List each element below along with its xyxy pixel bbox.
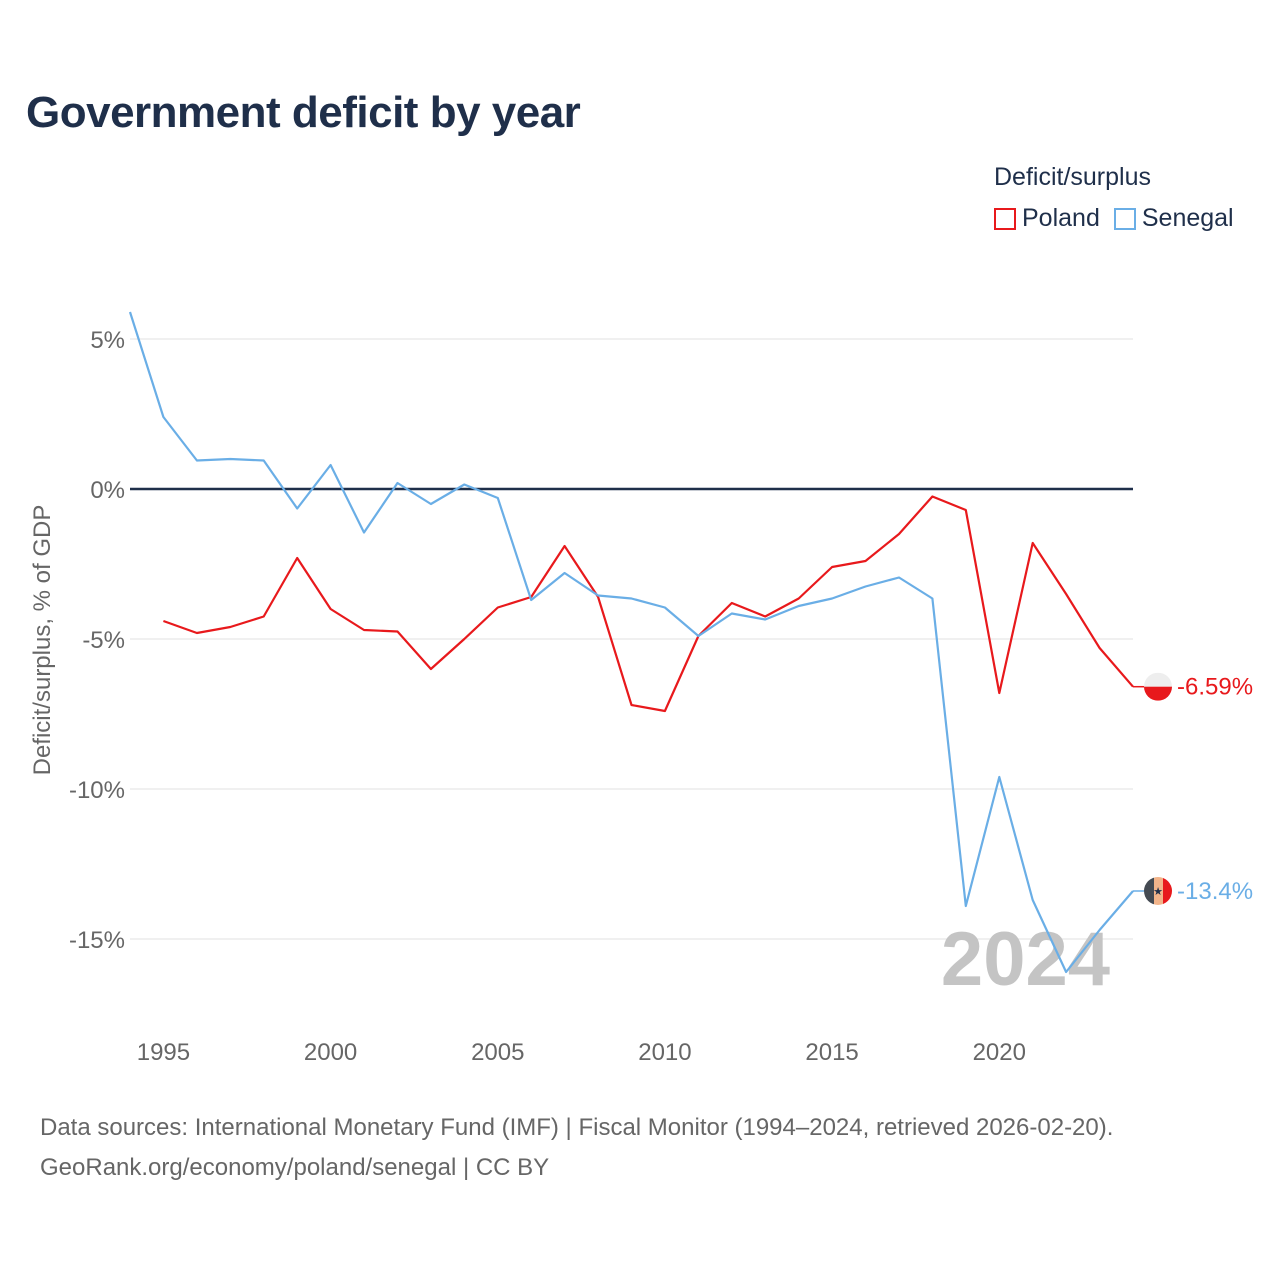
data-point-senegal xyxy=(762,617,768,623)
data-point-senegal xyxy=(929,596,935,602)
data-point-senegal xyxy=(1130,888,1136,894)
x-tick-label: 2000 xyxy=(304,1039,357,1066)
legend-title: Deficit/surplus xyxy=(994,163,1151,191)
data-point-poland xyxy=(394,629,400,635)
data-point-poland xyxy=(695,633,701,639)
legend: Poland Senegal xyxy=(994,204,1234,233)
data-point-poland xyxy=(1097,645,1103,651)
data-point-senegal xyxy=(461,482,467,488)
data-point-senegal xyxy=(194,458,200,464)
data-point-poland xyxy=(996,690,1002,696)
data-point-senegal xyxy=(896,575,902,581)
data-point-poland xyxy=(829,564,835,570)
data-point-poland xyxy=(729,600,735,606)
flag-badge-senegal: ★ xyxy=(1144,877,1172,905)
data-point-senegal xyxy=(562,570,568,576)
data-point-poland xyxy=(562,543,568,549)
y-tick-label: -10% xyxy=(69,777,125,804)
y-tick-label: -15% xyxy=(69,927,125,954)
flag-badge-poland xyxy=(1144,672,1172,701)
data-point-poland xyxy=(461,636,467,642)
chart-title: Government deficit by year xyxy=(26,88,581,137)
data-point-poland xyxy=(863,558,869,564)
data-point-senegal xyxy=(662,605,668,611)
data-point-poland xyxy=(261,614,267,620)
y-axis-label: Deficit/surplus, % of GDP xyxy=(29,505,56,776)
data-point-senegal xyxy=(495,495,501,501)
x-tick-label: 2005 xyxy=(471,1039,524,1066)
data-point-senegal xyxy=(261,458,267,464)
data-point-senegal xyxy=(428,501,434,507)
legend-item-senegal[interactable]: Senegal xyxy=(1113,204,1234,233)
end-value-label-senegal: -13.4% xyxy=(1177,878,1253,905)
y-tick-label: 0% xyxy=(90,477,125,504)
legend-swatch-senegal xyxy=(1113,207,1136,230)
data-point-poland xyxy=(963,507,969,513)
data-point-senegal xyxy=(1063,969,1069,975)
data-point-poland xyxy=(428,666,434,672)
data-point-senegal xyxy=(127,309,133,315)
data-point-poland xyxy=(662,708,668,714)
end-value-label-poland: -6.59% xyxy=(1177,674,1253,701)
data-point-poland xyxy=(194,630,200,636)
data-point-senegal xyxy=(328,462,334,468)
data-point-senegal xyxy=(796,603,802,609)
data-point-poland xyxy=(528,594,534,600)
data-point-poland xyxy=(160,618,166,624)
legend-label-senegal: Senegal xyxy=(1141,204,1234,232)
data-point-poland xyxy=(495,605,501,611)
data-point-poland xyxy=(1063,591,1069,597)
data-point-senegal xyxy=(729,611,735,617)
data-point-poland xyxy=(929,494,935,500)
data-point-poland xyxy=(796,596,802,602)
data-point-poland xyxy=(1130,684,1136,690)
source-line-2: GeoRank.org/economy/poland/senegal | CC … xyxy=(40,1154,550,1181)
star-icon: ★ xyxy=(1153,886,1163,898)
data-point-senegal xyxy=(361,530,367,536)
data-point-senegal xyxy=(160,414,166,420)
series-line-senegal[interactable] xyxy=(128,311,1134,974)
data-point-senegal xyxy=(863,584,869,590)
legend-label-poland: Poland xyxy=(1022,204,1100,232)
legend-swatch-poland xyxy=(994,207,1016,230)
x-tick-label: 2020 xyxy=(973,1039,1026,1066)
legend-item-poland[interactable]: Poland xyxy=(994,204,1100,233)
data-point-poland xyxy=(328,606,334,612)
data-point-senegal xyxy=(294,506,300,512)
data-point-senegal xyxy=(227,456,233,462)
y-tick-label: 5% xyxy=(90,327,125,354)
x-tick-label: 2015 xyxy=(805,1039,858,1066)
data-point-senegal xyxy=(1030,897,1036,903)
data-point-senegal xyxy=(695,633,701,639)
year-watermark: 2024 xyxy=(941,917,1110,1002)
data-point-poland xyxy=(227,624,233,630)
data-point-senegal xyxy=(394,480,400,486)
data-point-senegal xyxy=(528,597,534,603)
data-point-senegal xyxy=(629,596,635,602)
data-point-poland xyxy=(361,627,367,633)
data-point-poland xyxy=(762,614,768,620)
data-point-senegal xyxy=(963,903,969,909)
data-point-senegal xyxy=(595,593,601,599)
data-point-poland xyxy=(1030,540,1036,546)
series-line-poland[interactable] xyxy=(163,495,1134,713)
data-point-poland xyxy=(896,531,902,537)
data-point-poland xyxy=(294,555,300,561)
data-point-senegal xyxy=(1097,927,1103,933)
data-point-poland xyxy=(629,702,635,708)
x-tick-label: 1995 xyxy=(137,1039,190,1066)
data-point-poland xyxy=(595,594,601,600)
data-point-senegal xyxy=(996,774,1002,780)
y-tick-label: -5% xyxy=(82,627,125,654)
source-line-1: Data sources: International Monetary Fun… xyxy=(40,1114,1114,1141)
x-tick-label: 2010 xyxy=(638,1039,691,1066)
source-note: Data sources: International Monetary Fun… xyxy=(40,1108,1113,1188)
data-point-senegal xyxy=(829,596,835,602)
